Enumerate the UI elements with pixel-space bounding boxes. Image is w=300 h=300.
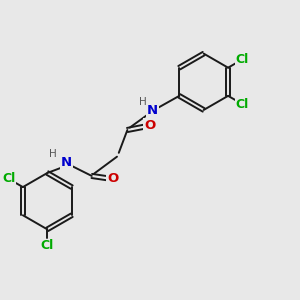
Text: O: O bbox=[144, 119, 155, 132]
Text: N: N bbox=[61, 156, 72, 169]
Text: H: H bbox=[139, 98, 147, 107]
Text: Cl: Cl bbox=[236, 53, 249, 66]
Text: Cl: Cl bbox=[2, 172, 15, 185]
Text: Cl: Cl bbox=[236, 98, 249, 110]
Text: O: O bbox=[107, 172, 118, 185]
Text: H: H bbox=[50, 149, 57, 159]
Text: Cl: Cl bbox=[41, 239, 54, 252]
Text: N: N bbox=[147, 104, 158, 117]
